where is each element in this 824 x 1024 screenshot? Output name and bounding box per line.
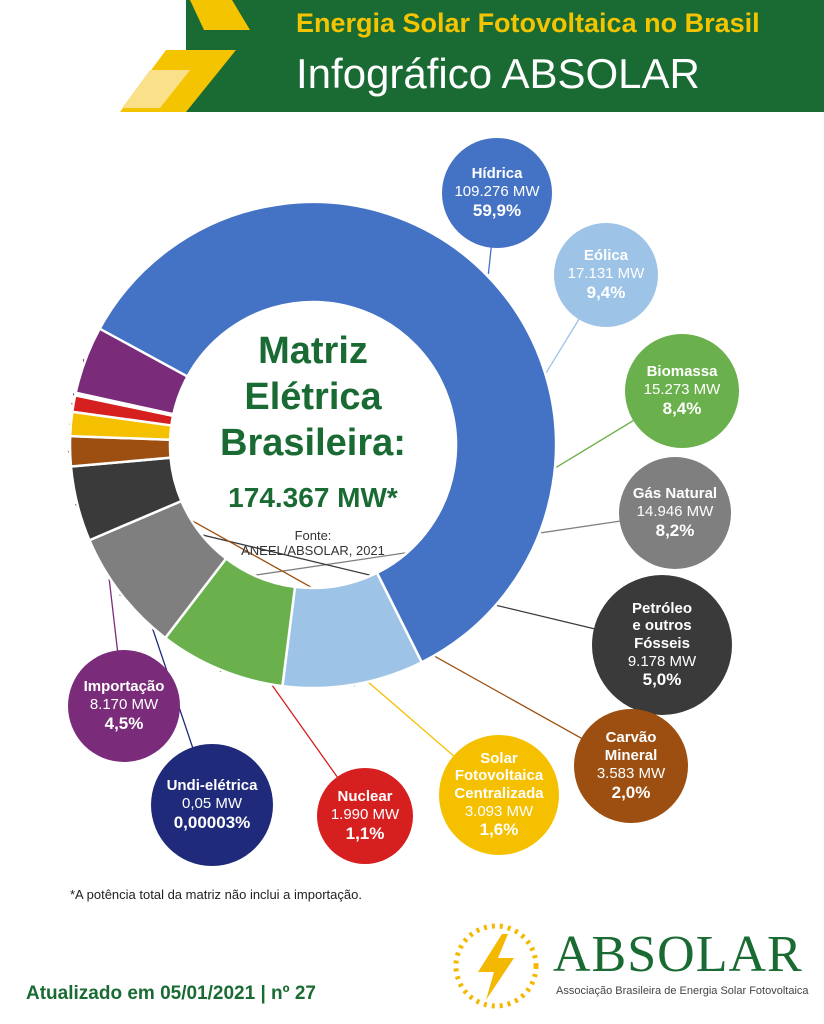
bubble-mw: 9.178 MW bbox=[627, 652, 697, 670]
bubble-name: Hídrica bbox=[471, 165, 523, 183]
slice-0 bbox=[96, 200, 558, 665]
bubble-mw: 8.170 MW bbox=[89, 695, 159, 713]
updated-label: Atualizado em 05/01/2021 | nº 27 bbox=[26, 983, 317, 1004]
bubble-mw: 17.131 MW bbox=[567, 264, 645, 282]
bubble-name: Undi-elétrica bbox=[166, 777, 258, 795]
center-title-line1: Matriz bbox=[258, 330, 368, 372]
logo-description: Associação Brasileira de Energia Solar F… bbox=[556, 985, 809, 997]
center-total: 174.367 MW* bbox=[228, 482, 398, 513]
bubble-name: Eólica bbox=[583, 247, 629, 265]
absolar-sun-icon bbox=[453, 923, 539, 1009]
bubble-name: Biomassa bbox=[646, 363, 718, 381]
center-source-label: Fonte: bbox=[294, 528, 332, 543]
bubble-percent: 0,00003% bbox=[173, 812, 251, 832]
header-subtitle: Infográfico ABSOLAR bbox=[296, 50, 700, 97]
header-band bbox=[186, 0, 824, 112]
legend-bubble: Eólica 17.131 MW 9,4% bbox=[554, 223, 658, 327]
legend-bubble: Carvão Mineral 3.583 MW 2,0% bbox=[574, 709, 688, 823]
legend-bubble: Solar Fotovoltaica Centralizada 3.093 MW 1,6… bbox=[439, 735, 559, 855]
bubble-name: Nuclear bbox=[337, 788, 393, 806]
bubble-name: Petróleo bbox=[631, 599, 692, 617]
bubble-mw: 3.583 MW bbox=[596, 764, 666, 782]
bubble-mw: 14.946 MW bbox=[636, 502, 714, 520]
bubble-name: Centralizada bbox=[454, 784, 544, 802]
bubble-mw: 3.093 MW bbox=[464, 802, 534, 820]
bubble-percent: 1,6% bbox=[479, 820, 519, 840]
slice-9 bbox=[74, 326, 190, 416]
legend-bubble: Importação 8.170 MW 4,5% bbox=[68, 650, 180, 762]
bubble-percent: 59,9% bbox=[472, 200, 522, 220]
legend-bubble: Undi-elétrica 0,05 MW 0,00003% bbox=[151, 744, 273, 866]
header-title: Energia Solar Fotovoltaica no Brasil bbox=[296, 8, 760, 38]
legend-bubble: Hídrica 109.276 MW 59,9% bbox=[442, 138, 552, 248]
legend-bubble: Petróleo e outros Fósseis 9.178 MW 5,0% bbox=[592, 575, 732, 715]
bubble-name: Gás Natural bbox=[632, 485, 718, 503]
donut-slices bbox=[68, 200, 558, 690]
header-bolt-graphic bbox=[120, 0, 290, 112]
bubble-percent: 5,0% bbox=[642, 670, 682, 690]
bubble-percent: 9,4% bbox=[586, 282, 626, 302]
bubble-percent: 8,2% bbox=[655, 520, 695, 540]
bubble-name: Importação bbox=[83, 678, 165, 696]
bubble-name: Mineral bbox=[604, 747, 658, 765]
logo-name: ABSOLAR bbox=[553, 926, 803, 983]
bubble-name: Fotovoltaica bbox=[454, 767, 544, 785]
bubble-percent: 2,0% bbox=[611, 782, 651, 802]
bubble-percent: 8,4% bbox=[662, 398, 702, 418]
center-title-line3: Brasileira: bbox=[220, 422, 406, 464]
center-source: ANEEL/ABSOLAR, 2021 bbox=[241, 543, 385, 558]
bubble-mw: 1.990 MW bbox=[330, 805, 400, 823]
bubble-name: e outros bbox=[632, 617, 692, 635]
legend-bubble: Nuclear 1.990 MW 1,1% bbox=[317, 768, 413, 864]
footnote: *A potência total da matriz não inclui a… bbox=[70, 887, 362, 902]
bubble-name: Solar bbox=[480, 749, 518, 767]
legend-bubble: Biomassa 15.273 MW 8,4% bbox=[625, 334, 739, 448]
bubble-percent: 4,5% bbox=[104, 713, 144, 733]
bubble-mw: 15.273 MW bbox=[643, 380, 721, 398]
center-title-line2: Elétrica bbox=[244, 376, 382, 418]
bubble-name: Fósseis bbox=[634, 634, 690, 652]
bubble-percent: 1,1% bbox=[345, 823, 385, 843]
bubble-mw: 109.276 MW bbox=[454, 182, 540, 200]
bubble-name: Carvão bbox=[605, 729, 657, 747]
legend-bubble: Gás Natural 14.946 MW 8,2% bbox=[619, 457, 731, 569]
bubble-mw: 0,05 MW bbox=[181, 794, 242, 812]
